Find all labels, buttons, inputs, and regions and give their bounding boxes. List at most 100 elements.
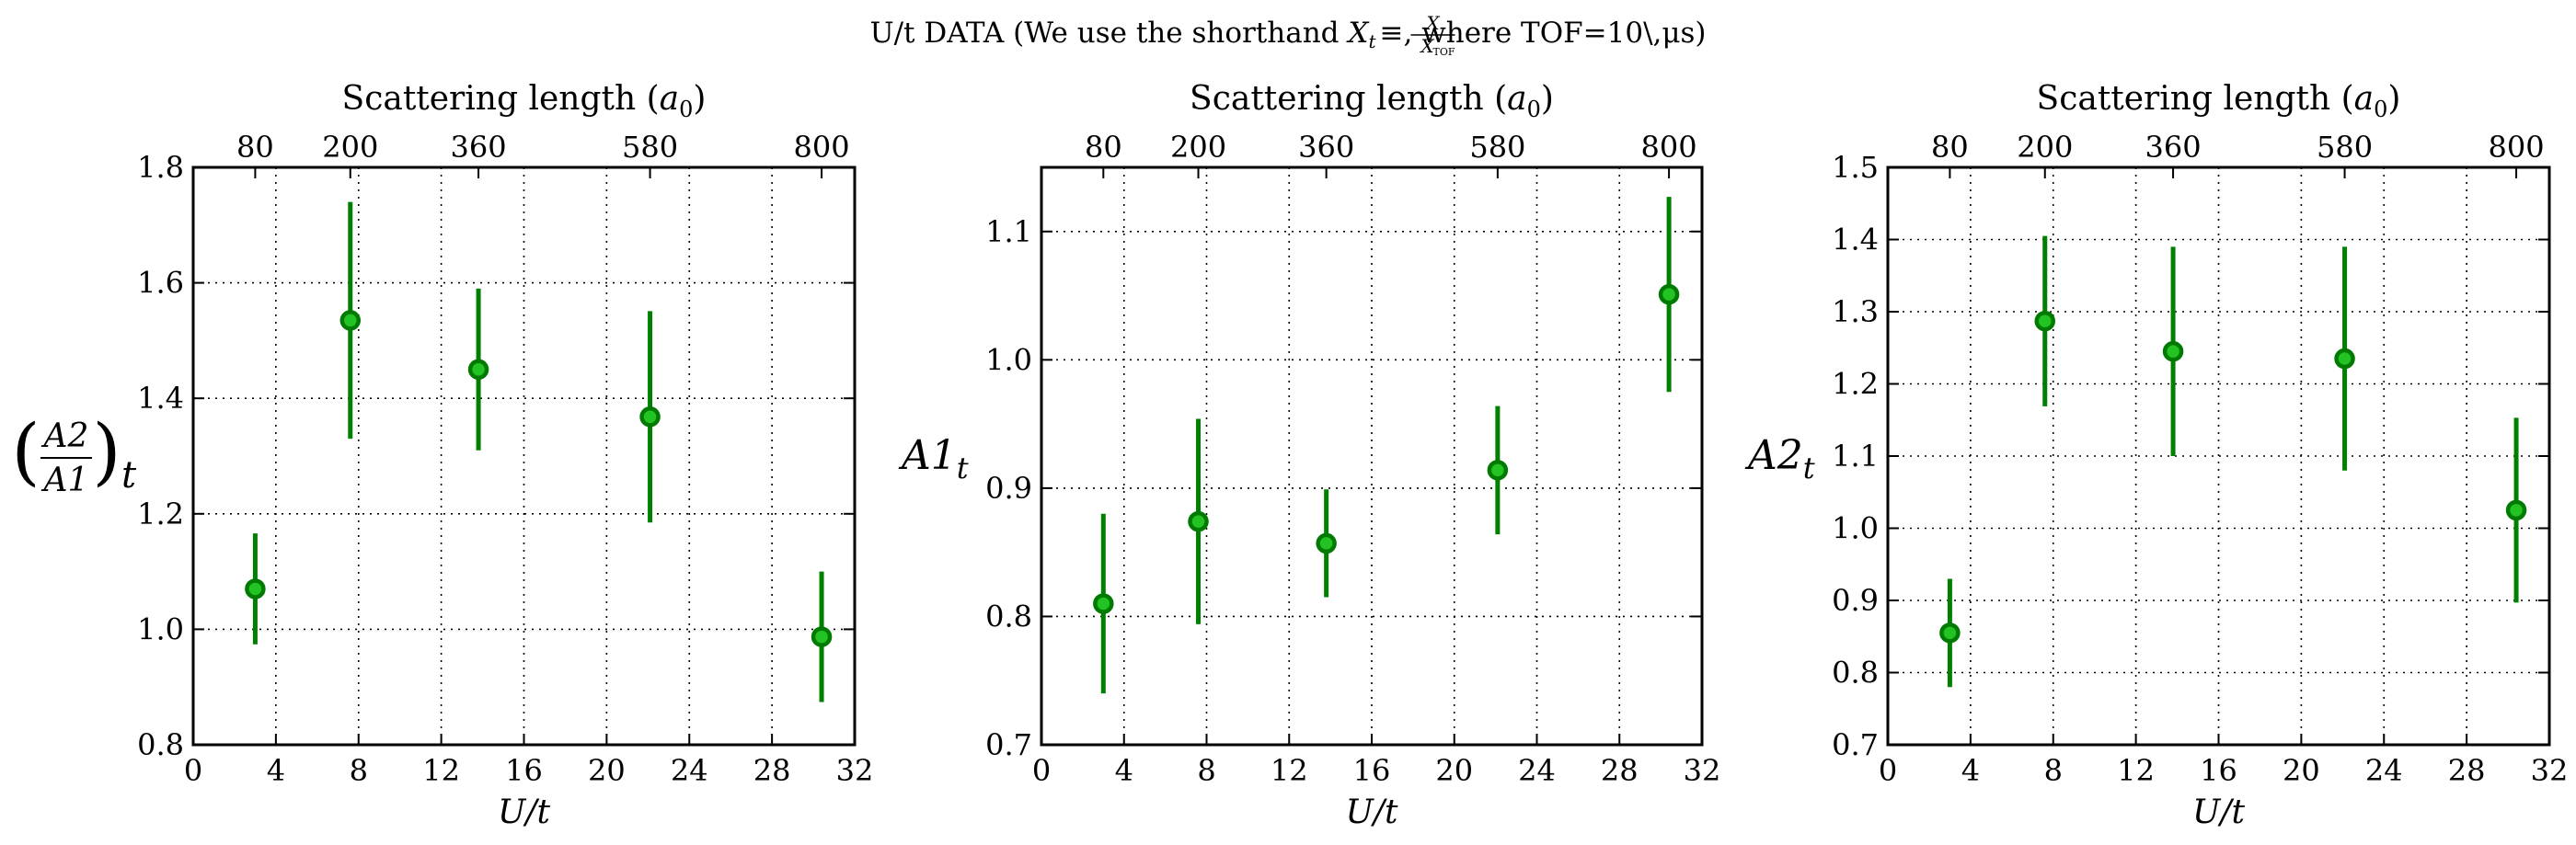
x-axis-label: U/t bbox=[498, 794, 550, 831]
x-tick-label: 12 bbox=[2117, 753, 2155, 788]
top-axis-label-close: ) bbox=[2387, 80, 2400, 118]
y-tick-label: 1.1 bbox=[985, 214, 1032, 249]
top-tick-label: 80 bbox=[1931, 130, 1969, 165]
x-tick-label: 12 bbox=[1271, 753, 1308, 788]
y-tick-label: 0.8 bbox=[137, 727, 184, 762]
top-axis-label-subscript: 0 bbox=[2374, 97, 2387, 122]
x-tick-label: 4 bbox=[1115, 753, 1133, 788]
x-tick-label: 20 bbox=[2283, 753, 2320, 788]
y-axis-label-main: A2 bbox=[1744, 432, 1803, 479]
y-tick-label: 0.7 bbox=[1832, 727, 1879, 762]
x-tick-label: 8 bbox=[1197, 753, 1215, 788]
top-tick-label: 80 bbox=[1085, 130, 1122, 165]
top-tick-label: 200 bbox=[1170, 130, 1226, 165]
y-tick-label: 1.4 bbox=[137, 381, 184, 416]
x-tick-label: 8 bbox=[2044, 753, 2063, 788]
y-axis-label: A2t bbox=[1744, 432, 1815, 485]
panel-a2: 0 4 8 12 16 20 24 28 32 0.7 0.8 0.9 1.0 1.1 1.2 1.3 1.4 1… bbox=[1744, 80, 2568, 831]
x-tick-label: 0 bbox=[184, 753, 202, 788]
x-tick-label: 28 bbox=[753, 753, 791, 788]
x-tick-label: 32 bbox=[836, 753, 874, 788]
y-axis-label-denominator: A1 bbox=[41, 462, 89, 499]
top-axis-label: Scattering length (a0) bbox=[2037, 80, 2401, 122]
top-axis-label-symbol: a bbox=[2354, 80, 2374, 118]
y-tick-label: 1.4 bbox=[1832, 223, 1879, 257]
y-axis-label-subscript: t bbox=[957, 451, 969, 485]
y-axis-label-subscript: t bbox=[121, 454, 137, 497]
panel-a2-over-a1: 0 4 8 12 16 20 24 28 32 0.8 1.0 1.2 1.4 1.6 1.8 80 200 36… bbox=[11, 80, 873, 831]
top-axis-label-close: ) bbox=[693, 80, 706, 118]
y-tick-label: 1.5 bbox=[1832, 150, 1879, 185]
x-tick-label: 28 bbox=[2448, 753, 2486, 788]
figure-title: U/t DATA (We use the shorthand Xt ≡, wher… bbox=[869, 17, 1706, 52]
top-tick-label: 580 bbox=[1469, 130, 1525, 165]
top-tick-label: 200 bbox=[2017, 130, 2073, 165]
x-tick-label: 8 bbox=[350, 753, 368, 788]
x-tick-label: 28 bbox=[1601, 753, 1639, 788]
y-axis-label: A1t bbox=[898, 432, 969, 485]
top-axis-label: Scattering length (a0) bbox=[342, 80, 707, 122]
data-point bbox=[1658, 283, 1680, 305]
x-tick-label: 4 bbox=[267, 753, 285, 788]
data-point bbox=[811, 626, 833, 647]
data-point bbox=[1487, 460, 1509, 481]
y-axis-label-subscript: t bbox=[1803, 451, 1815, 485]
y-axis-label-numerator: A2 bbox=[41, 417, 89, 455]
x-tick-label: 0 bbox=[1879, 753, 1897, 788]
x-tick-label: 16 bbox=[2200, 753, 2237, 788]
data-point bbox=[467, 359, 489, 381]
x-tick-label: 20 bbox=[588, 753, 626, 788]
data-point bbox=[2334, 348, 2355, 370]
top-axis-label-subscript: 0 bbox=[679, 97, 693, 122]
top-tick-label: 80 bbox=[236, 130, 274, 165]
title-frac-numerator: X bbox=[1424, 12, 1440, 34]
title-prefix: U/t DATA (We use the shorthand bbox=[869, 17, 1348, 50]
top-axis-label: Scattering length (a0) bbox=[1190, 80, 1554, 122]
x-tick-label: 20 bbox=[1435, 753, 1473, 788]
title-suffix: , where TOF=10\,μs) bbox=[1403, 17, 1706, 50]
data-point bbox=[639, 406, 661, 428]
data-point bbox=[2162, 340, 2184, 362]
data-point bbox=[339, 310, 362, 331]
y-tick-label: 1.0 bbox=[1832, 511, 1879, 546]
y-tick-label: 1.6 bbox=[137, 266, 184, 301]
top-axis-label-text: Scattering length ( bbox=[2037, 80, 2354, 118]
data-point bbox=[1939, 622, 1961, 644]
y-axis-label: (A2 A1) t bbox=[11, 408, 137, 499]
x-tick-label: 4 bbox=[1961, 753, 1980, 788]
top-axis-label-close: ) bbox=[1541, 80, 1554, 118]
top-tick-label: 360 bbox=[1298, 130, 1354, 165]
title-math-eq: ≡ bbox=[1380, 17, 1404, 50]
top-tick-label: 360 bbox=[2145, 130, 2202, 165]
x-tick-label: 32 bbox=[1684, 753, 1721, 788]
top-tick-label: 200 bbox=[322, 130, 378, 165]
panel-a1: 0 4 8 12 16 20 24 28 32 0.7 0.8 0.9 1.0 1.1 80 200 360 58… bbox=[898, 80, 1720, 831]
top-tick-label: 800 bbox=[1641, 130, 1697, 165]
data-point bbox=[1188, 510, 1209, 532]
x-tick-label: 0 bbox=[1032, 753, 1051, 788]
y-tick-label: 1.8 bbox=[137, 150, 184, 185]
y-axis-label-main: A1 bbox=[898, 432, 957, 479]
x-axis-label: U/t bbox=[1346, 794, 1398, 831]
top-axis-label-subscript: 0 bbox=[1527, 97, 1541, 122]
data-point bbox=[245, 578, 266, 599]
y-tick-label: 1.0 bbox=[985, 342, 1032, 377]
data-point bbox=[1316, 532, 1337, 554]
title-math-sub: t bbox=[1368, 30, 1376, 52]
x-tick-label: 24 bbox=[2365, 753, 2403, 788]
top-tick-label: 580 bbox=[622, 130, 678, 165]
x-tick-label: 24 bbox=[671, 753, 708, 788]
top-axis-label-symbol: a bbox=[1507, 80, 1526, 118]
y-tick-label: 0.8 bbox=[1832, 656, 1879, 691]
top-tick-label: 800 bbox=[794, 130, 850, 165]
y-tick-label: 0.9 bbox=[985, 471, 1032, 506]
data-point bbox=[1093, 593, 1114, 614]
y-tick-label: 0.9 bbox=[1832, 583, 1879, 618]
x-tick-label: 32 bbox=[2531, 753, 2569, 788]
y-tick-label: 1.0 bbox=[137, 611, 184, 646]
data-point bbox=[2034, 310, 2056, 332]
title-frac-denominator-sub: TOF bbox=[1432, 46, 1455, 58]
x-tick-label: 16 bbox=[505, 753, 543, 788]
